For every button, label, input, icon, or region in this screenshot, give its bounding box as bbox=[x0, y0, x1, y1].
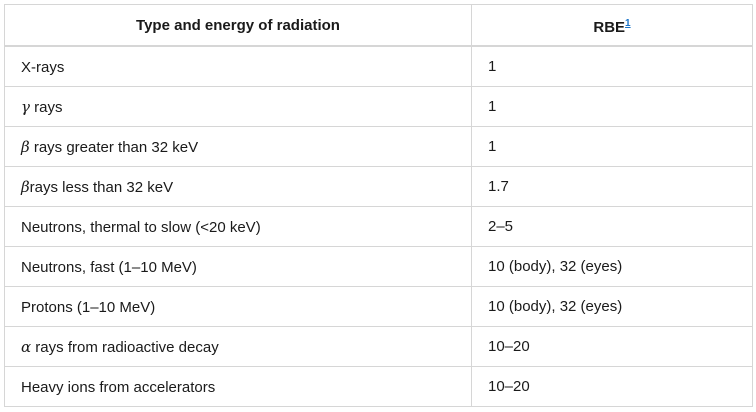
table-row: Protons (1–10 MeV) 10 (body), 32 (eyes) bbox=[4, 286, 753, 327]
radiation-type-text: rays greater than 32 keV bbox=[29, 138, 199, 156]
cell-rbe-value: 1 bbox=[471, 126, 753, 167]
rbe-footnote-link[interactable]: 1 bbox=[625, 17, 631, 29]
table-row: X-rays 1 bbox=[4, 45, 753, 87]
cell-radiation-type: Neutrons, fast (1–10 MeV) bbox=[4, 246, 472, 287]
header-type-label: Type and energy of radiation bbox=[136, 16, 340, 34]
radiation-type-text: Neutrons, fast (1–10 MeV) bbox=[21, 258, 197, 276]
cell-radiation-type: β rays greater than 32 keV bbox=[4, 126, 472, 167]
greek-symbol: β bbox=[21, 177, 30, 196]
rbe-table: Type and energy of radiation RBE1 X-rays… bbox=[4, 4, 753, 407]
table-row: γ rays 1 bbox=[4, 86, 753, 127]
greek-symbol: α bbox=[21, 337, 32, 356]
radiation-type-text: Protons (1–10 MeV) bbox=[21, 298, 156, 316]
cell-radiation-type: X-rays bbox=[4, 45, 472, 87]
cell-rbe-value: 10 (body), 32 (eyes) bbox=[471, 246, 753, 287]
table-row: α rays from radioactive decay 10–20 bbox=[4, 326, 753, 367]
table-row: βrays less than 32 keV 1.7 bbox=[4, 166, 753, 207]
greek-symbol: γ bbox=[21, 97, 30, 116]
radiation-type-text: Neutrons, thermal to slow (<20 keV) bbox=[21, 218, 261, 236]
header-rbe-label: RBE bbox=[593, 18, 626, 36]
header-type-energy: Type and energy of radiation bbox=[4, 4, 472, 47]
cell-rbe-value: 1 bbox=[471, 45, 753, 87]
cell-radiation-type: βrays less than 32 keV bbox=[4, 166, 472, 207]
cell-rbe-value: 1 bbox=[471, 86, 753, 127]
table-row: Neutrons, fast (1–10 MeV) 10 (body), 32 … bbox=[4, 246, 753, 287]
cell-rbe-value: 10–20 bbox=[471, 326, 753, 367]
radiation-type-text: X-rays bbox=[21, 58, 65, 76]
cell-radiation-type: γ rays bbox=[4, 86, 472, 127]
header-rbe: RBE1 bbox=[471, 4, 753, 47]
cell-rbe-value: 10 (body), 32 (eyes) bbox=[471, 286, 753, 327]
cell-rbe-value: 10–20 bbox=[471, 366, 753, 407]
cell-radiation-type: Neutrons, thermal to slow (<20 keV) bbox=[4, 206, 472, 247]
radiation-type-text: rays bbox=[29, 98, 63, 116]
radiation-type-text: rays from radioactive decay bbox=[31, 338, 219, 356]
cell-radiation-type: Heavy ions from accelerators bbox=[4, 366, 472, 407]
table-row: β rays greater than 32 keV 1 bbox=[4, 126, 753, 167]
radiation-type-text: rays less than 32 keV bbox=[29, 178, 174, 196]
cell-rbe-value: 2–5 bbox=[471, 206, 753, 247]
table-header-row: Type and energy of radiation RBE1 bbox=[4, 4, 753, 47]
table-row: Heavy ions from accelerators 10–20 bbox=[4, 366, 753, 407]
cell-radiation-type: α rays from radioactive decay bbox=[4, 326, 472, 367]
radiation-type-text: Heavy ions from accelerators bbox=[21, 378, 216, 396]
greek-symbol: β bbox=[21, 137, 30, 156]
cell-rbe-value: 1.7 bbox=[471, 166, 753, 207]
rbe-table-container: Type and energy of radiation RBE1 X-rays… bbox=[4, 4, 753, 407]
cell-radiation-type: Protons (1–10 MeV) bbox=[4, 286, 472, 327]
table-row: Neutrons, thermal to slow (<20 keV) 2–5 bbox=[4, 206, 753, 247]
